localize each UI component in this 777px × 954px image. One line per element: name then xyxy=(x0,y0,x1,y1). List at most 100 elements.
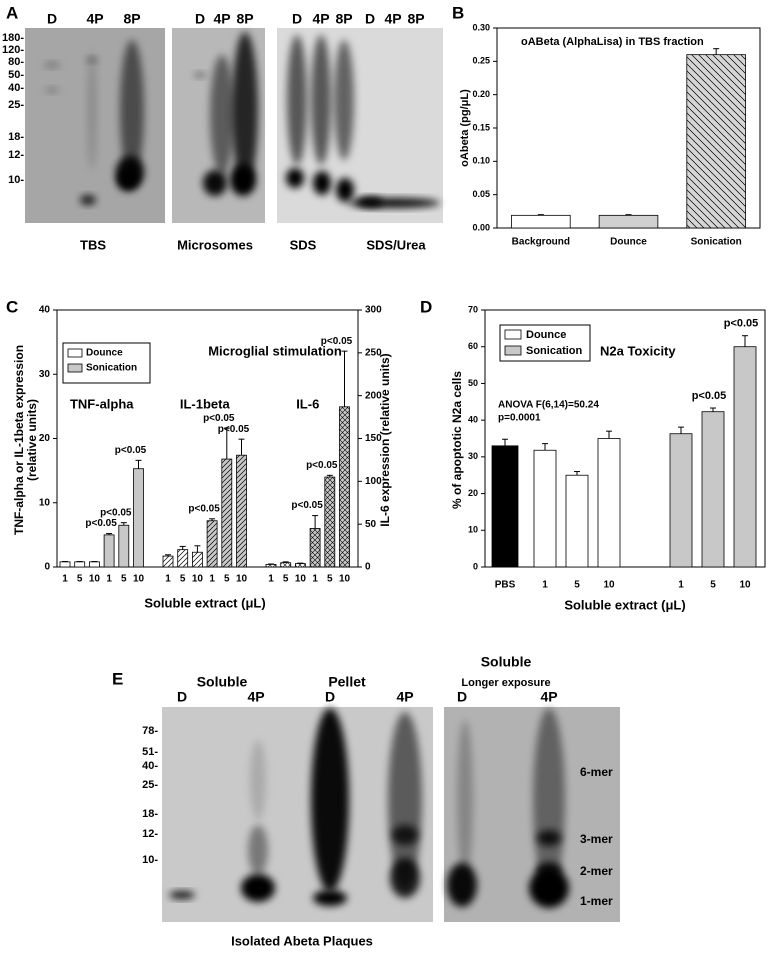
chart-title: oABeta (AlphaLisa) in TBS fraction xyxy=(521,36,704,48)
legend-box xyxy=(499,324,591,362)
lane-label: D xyxy=(177,689,187,705)
x-tick-label: 1 xyxy=(62,574,68,585)
bar-hatch xyxy=(280,562,291,567)
marker-label: 40- xyxy=(142,760,158,772)
tick-label: 20 xyxy=(468,488,478,498)
blot-band xyxy=(248,825,268,875)
x-tick-label: 5 xyxy=(180,574,186,585)
blot-header: Pellet xyxy=(328,674,366,690)
y2-axis-label: IL-6 expression (relative units) xyxy=(378,353,392,526)
oligomer-label: 1-mer xyxy=(580,894,613,908)
y-axis-label: (relative units) xyxy=(25,399,39,481)
panel-label: E xyxy=(112,669,123,688)
lane-label: 4P xyxy=(396,689,413,705)
plot-frame xyxy=(484,309,766,568)
blot-band xyxy=(286,168,304,188)
x-tick-label: 1 xyxy=(678,580,684,591)
lane-label: D xyxy=(457,689,467,705)
blot-band xyxy=(336,178,354,202)
bar xyxy=(103,534,115,568)
bar-hatch xyxy=(177,549,188,567)
tick-label: 20 xyxy=(39,433,51,444)
chart-note: p=0.0001 xyxy=(498,413,541,424)
x-tick-label: Sonication xyxy=(691,237,742,248)
bar xyxy=(118,524,130,568)
bar xyxy=(511,214,571,229)
oligomer-label: 6-mer xyxy=(580,765,613,779)
bar-hatch xyxy=(236,455,247,567)
legend-box xyxy=(62,342,151,384)
x-tick-label: 5 xyxy=(121,574,127,585)
bar xyxy=(669,433,693,568)
tick-label: 30 xyxy=(39,369,51,380)
blot-band xyxy=(194,72,206,78)
bar xyxy=(733,346,757,568)
blot-header: Soluble xyxy=(197,674,248,690)
blot-band xyxy=(117,169,139,191)
x-tick-label: 10 xyxy=(603,580,615,591)
bar-hatch xyxy=(192,552,203,567)
blot-header: Soluble xyxy=(481,654,532,670)
marker-label: 18- xyxy=(8,131,24,143)
x-tick-label: 5 xyxy=(327,574,333,585)
tick-label: 0.10 xyxy=(472,156,490,166)
panel-label: C xyxy=(6,297,18,316)
y-axis-label: TNF-alpha or IL-1beta expression xyxy=(12,345,26,535)
blot-caption: TBS xyxy=(80,237,106,252)
blot-band xyxy=(313,171,331,195)
tick-label: 200 xyxy=(365,390,382,401)
tick-label: 0.30 xyxy=(472,22,490,32)
lane-label: D xyxy=(365,11,375,27)
bar xyxy=(565,474,589,568)
bar-hatch xyxy=(163,556,173,567)
marker-label: 51- xyxy=(142,746,158,758)
x-tick-label: 10 xyxy=(295,574,307,585)
blot-band xyxy=(311,708,349,892)
x-tick-label: 5 xyxy=(710,580,716,591)
tick-label: 30 xyxy=(468,451,478,461)
blot-band xyxy=(313,890,347,906)
marker-label: 180- xyxy=(2,32,24,44)
blot-caption: SDS xyxy=(290,237,317,252)
blot-band xyxy=(169,891,195,899)
bar xyxy=(598,214,659,229)
x-tick-label: 1 xyxy=(165,574,171,585)
tick-label: 0.00 xyxy=(472,222,490,232)
bar xyxy=(89,561,100,568)
bar xyxy=(533,449,557,568)
bar xyxy=(701,411,725,568)
blot-band xyxy=(44,62,60,68)
x-axis-label: Soluble extract (μL) xyxy=(144,595,265,610)
annotation: p<0.05 xyxy=(85,518,117,529)
oligomer-label: 2-mer xyxy=(580,864,613,878)
chart-title: N2a Toxicity xyxy=(600,343,676,358)
tick-label: 0.20 xyxy=(472,89,490,99)
lane-label: D xyxy=(47,11,57,27)
marker-label: 10- xyxy=(8,174,24,186)
blot-band xyxy=(232,32,258,188)
lane-label: 4P xyxy=(384,11,401,27)
x-tick-label: 5 xyxy=(77,574,83,585)
legend-swatch xyxy=(67,348,83,358)
x-tick-label: 10 xyxy=(236,574,248,585)
x-tick-label: 1 xyxy=(312,574,318,585)
legend-label: Dounce xyxy=(86,348,123,359)
chart-note: ANOVA F(6,14)=50.24 xyxy=(498,400,599,411)
annotation: p<0.05 xyxy=(218,424,250,435)
marker-label: 12- xyxy=(8,149,24,161)
marker-label: 10- xyxy=(142,854,158,866)
bar-hatch xyxy=(686,54,746,228)
lane-label: D xyxy=(292,11,302,27)
tick-label: 0.25 xyxy=(472,56,490,66)
x-tick-label: PBS xyxy=(495,580,516,591)
annotation: p<0.05 xyxy=(692,390,727,402)
x-tick-label: 10 xyxy=(133,574,145,585)
blot-band xyxy=(447,863,477,907)
marker-label: 18- xyxy=(142,808,158,820)
y-axis-label: % of apoptotic N2a cells xyxy=(450,371,464,509)
annotation: p<0.05 xyxy=(291,500,323,511)
blot-caption: Microsomes xyxy=(177,237,253,252)
bar xyxy=(133,468,144,568)
legend-label: Sonication xyxy=(526,345,583,357)
